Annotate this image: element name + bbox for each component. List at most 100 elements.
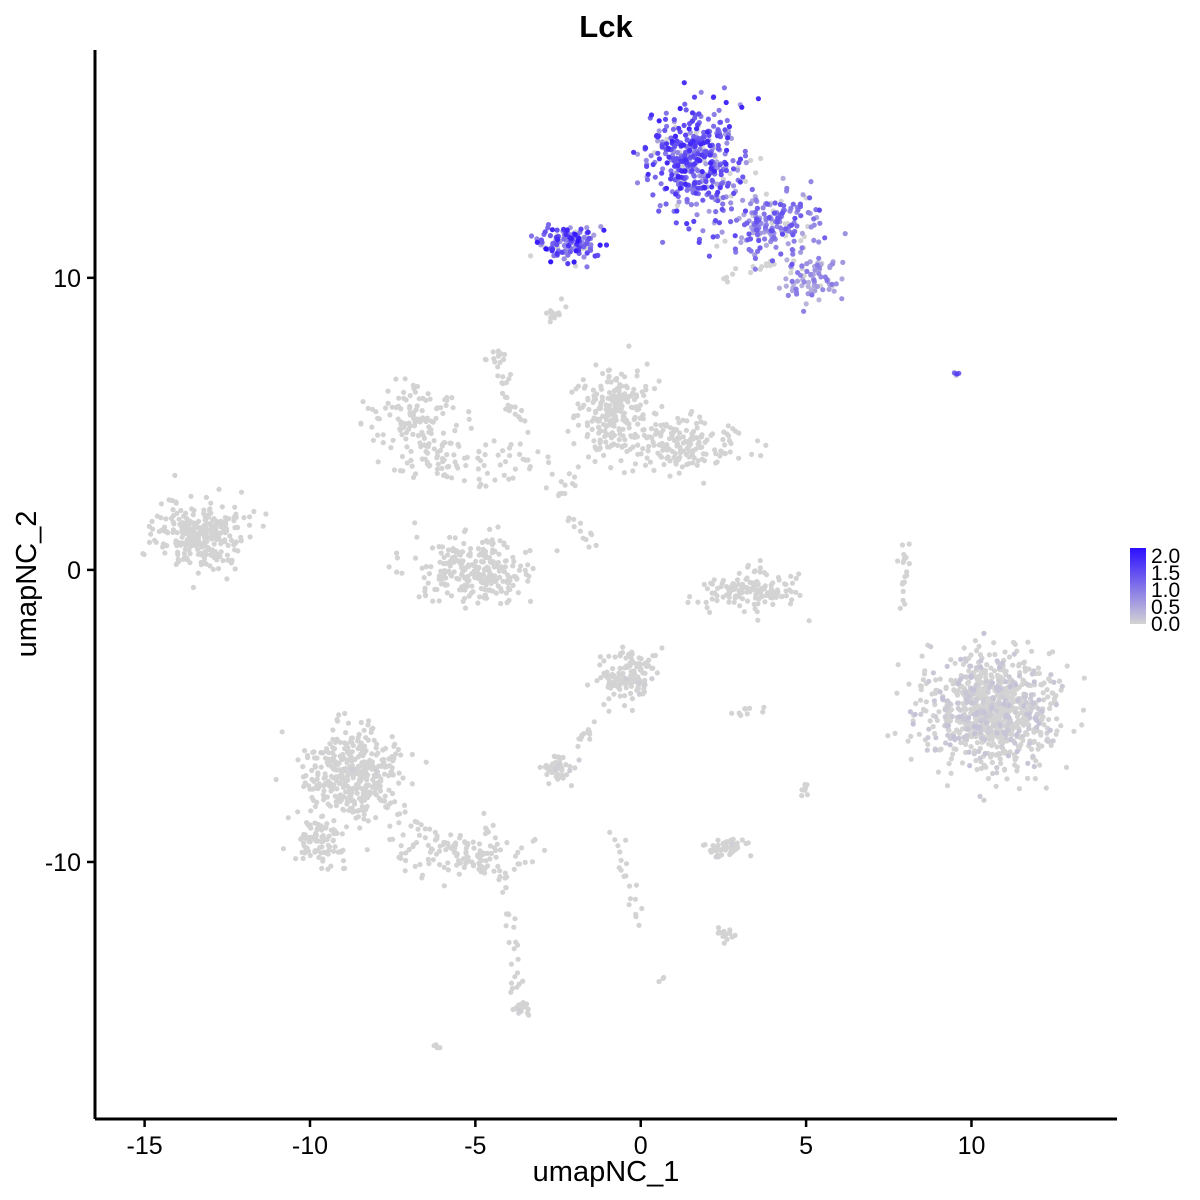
cell-point <box>512 411 518 417</box>
cell-point <box>983 714 989 720</box>
cell-point <box>491 564 497 570</box>
cell-point <box>365 794 371 801</box>
cell-point <box>606 373 612 379</box>
cell-point <box>720 933 726 940</box>
cell-point <box>518 407 525 414</box>
cell-point <box>631 149 637 155</box>
cell-point <box>423 759 429 765</box>
cell-point <box>816 207 823 213</box>
cell-point <box>201 507 207 513</box>
cell-point <box>1035 665 1041 671</box>
cell-point <box>348 754 354 760</box>
cell-point <box>675 174 682 180</box>
cell-point <box>919 653 925 659</box>
cell-point <box>373 815 379 821</box>
cell-point <box>343 777 349 783</box>
cell-point <box>684 187 690 193</box>
cell-point <box>300 855 306 862</box>
cell-point <box>840 259 846 265</box>
cell-point <box>361 775 367 781</box>
cell-point <box>994 765 1000 771</box>
cell-point <box>300 764 306 770</box>
cell-point <box>391 467 397 473</box>
cell-point <box>613 377 620 383</box>
cell-point <box>772 200 778 206</box>
cell-point <box>399 432 405 438</box>
cell-point <box>207 563 213 569</box>
cell-point <box>829 281 835 287</box>
cell-point <box>1036 697 1042 703</box>
cell-point <box>987 736 993 742</box>
cell-point <box>462 582 468 588</box>
cell-point <box>969 686 975 692</box>
cell-point <box>478 869 484 875</box>
cell-point <box>338 794 344 800</box>
cell-point <box>611 388 618 394</box>
cell-point <box>758 155 764 162</box>
cell-point <box>690 460 696 466</box>
cell-point <box>606 696 612 702</box>
cell-point <box>695 185 701 191</box>
cell-point <box>809 292 815 298</box>
cell-point <box>419 875 425 881</box>
cell-point <box>427 396 433 402</box>
cell-point <box>1031 729 1037 735</box>
cell-point <box>566 471 572 477</box>
cell-points-layer <box>140 80 1087 1051</box>
cell-point <box>784 185 790 191</box>
cell-point <box>717 162 723 168</box>
cell-point <box>799 230 806 236</box>
cell-point <box>552 766 558 772</box>
cell-point <box>945 732 951 738</box>
cell-point <box>572 765 578 771</box>
cell-point <box>647 459 654 465</box>
cell-point <box>677 430 683 436</box>
cell-point <box>902 574 908 580</box>
cell-point <box>908 756 914 762</box>
cell-point <box>208 552 214 558</box>
cell-point <box>691 455 697 461</box>
cell-point <box>1018 742 1024 748</box>
cell-point <box>315 785 321 792</box>
cell-point <box>669 172 675 178</box>
cell-point <box>483 826 490 833</box>
cell-point <box>720 449 726 456</box>
cell-point <box>999 693 1005 699</box>
cell-point <box>593 408 599 414</box>
cell-point <box>691 218 697 224</box>
cell-point <box>478 585 484 592</box>
cell-point <box>318 750 324 756</box>
cell-point <box>715 142 721 148</box>
cell-point <box>1048 701 1054 707</box>
cell-point <box>603 242 610 248</box>
cell-point <box>972 638 979 644</box>
cell-point <box>1004 776 1010 782</box>
cell-point <box>719 229 725 235</box>
cell-point <box>577 528 584 534</box>
cell-point <box>717 185 723 191</box>
cell-point <box>706 190 712 196</box>
cell-point <box>739 235 745 241</box>
cell-point <box>718 168 724 174</box>
cell-point <box>969 700 975 706</box>
cell-point <box>481 462 487 469</box>
cell-point <box>575 464 581 470</box>
cell-point <box>227 533 233 539</box>
cell-point <box>735 845 741 851</box>
cell-point <box>382 798 388 804</box>
cell-point <box>195 541 201 547</box>
cell-point <box>924 747 930 753</box>
cell-point <box>945 722 952 729</box>
cell-point <box>1008 720 1014 726</box>
cell-point <box>790 201 796 207</box>
cell-point <box>991 640 997 646</box>
cell-point <box>705 116 712 122</box>
cell-point <box>515 590 522 596</box>
cell-point <box>522 418 528 424</box>
cell-point <box>351 799 357 805</box>
cell-point <box>669 138 675 144</box>
cell-point <box>186 547 192 553</box>
cell-point <box>687 436 693 443</box>
cell-point <box>632 461 639 467</box>
cell-point <box>218 518 224 524</box>
